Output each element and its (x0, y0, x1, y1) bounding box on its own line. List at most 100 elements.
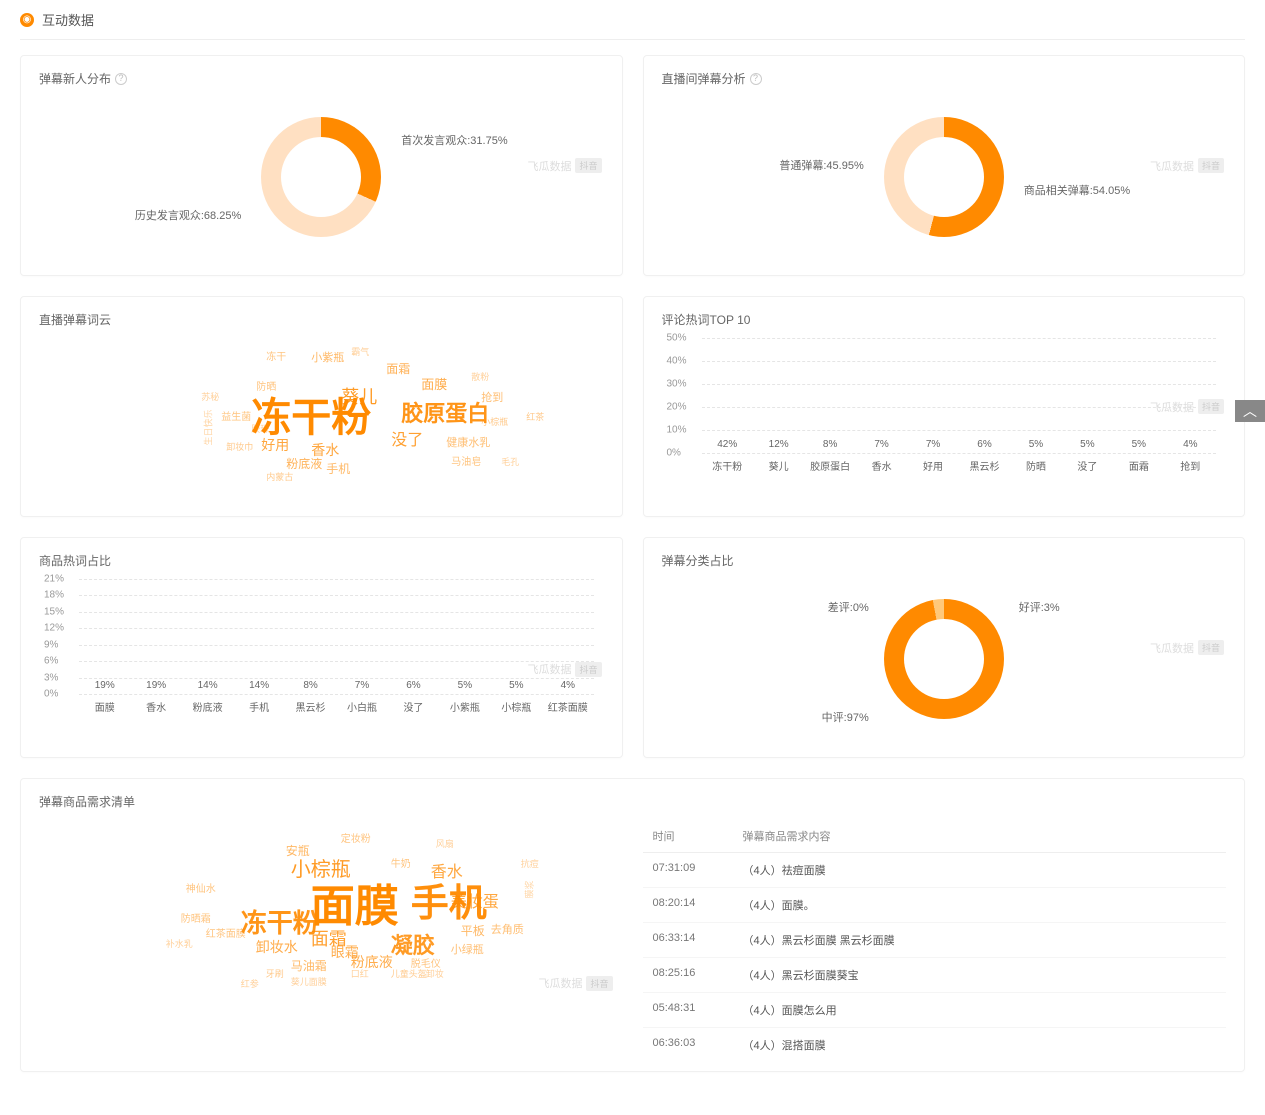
demand-table-wrap: 时间 弹幕商品需求内容 07:31:09（4人）祛痘面膜08:20:14（4人）… (643, 820, 1227, 1053)
wordcloud-word: 卸妆 (426, 970, 444, 979)
table-row: 06:33:14（4人）黑云杉面膜 黑云杉面膜 (643, 923, 1227, 958)
bar-col: 5%防晒 (1010, 439, 1061, 453)
wordcloud-word: 面霜 (386, 363, 410, 375)
card-title-text: 评论热词TOP 10 (662, 311, 751, 328)
wordcloud-word: 凝胶 (391, 935, 435, 957)
wordcloud-word: 防晒 (256, 383, 276, 393)
wordcloud-word: 香水 (311, 443, 339, 457)
bar-chart: 0%10%20%30%40%50%42%冻干粉12%葵儿8%胶原蛋白7%香水7%… (662, 338, 1227, 478)
help-icon[interactable]: ? (115, 73, 127, 85)
bar-col: 5%面霜 (1113, 439, 1164, 453)
wordcloud-word: 健康水乳 (446, 438, 490, 449)
bar-col: 4%红茶面膜 (542, 680, 593, 694)
donut-ring (261, 117, 381, 237)
card-title-text: 弹幕新人分布 (39, 70, 111, 87)
wordcloud-word: 儿童头盔 (391, 970, 427, 979)
card-ring-category: 弹幕分类占比 差评:0% 好评:3% 中评:97% 飞瓜数据 抖音 (643, 537, 1246, 758)
wordcloud-word: 风扇 (436, 840, 454, 849)
dashboard-grid: 弹幕新人分布 ? 首次发言观众:31.75% 历史发言观众:68.25% 飞瓜数… (20, 55, 1245, 1072)
wordcloud-word: 红茶 (526, 413, 544, 422)
help-icon[interactable]: ? (750, 73, 762, 85)
wordcloud-word: 生日快乐 (205, 409, 214, 445)
donut-label-right: 商品相关弹幕:54.05% (1024, 182, 1130, 198)
card-title: 评论热词TOP 10 (662, 311, 1227, 328)
wordcloud-word: 小紫瓶 (311, 353, 344, 364)
table-row: 07:31:09（4人）祛痘面膜 (643, 853, 1227, 888)
wordcloud: 面膜手机冻干粉凝胶小棕瓶面霜美妆蛋香水粉底液卸妆水眼霜马油霜安瓶平板小绿瓶去角质… (39, 820, 623, 1040)
wordcloud-word: 补水乳 (166, 940, 193, 949)
bar-col: 4%抢到 (1165, 439, 1216, 453)
wordcloud-word: 马油霜 (291, 960, 327, 972)
ring-label-tl: 差评:0% (828, 599, 869, 615)
table-body[interactable]: 07:31:09（4人）祛痘面膜08:20:14（4人）面膜。06:33:14（… (643, 853, 1227, 1053)
card-wordcloud-danmu: 直播弹幕词云 冻干粉胶原蛋白葵儿没了好用香水面膜面霜粉底液手机小紫瓶健康水乳抢到… (20, 296, 623, 517)
wordcloud-word: 葵儿面膜 (291, 978, 327, 987)
demand-split: 面膜手机冻干粉凝胶小棕瓶面霜美妆蛋香水粉底液卸妆水眼霜马油霜安瓶平板小绿瓶去角质… (39, 820, 1226, 1053)
table-row: 08:20:14（4人）面膜。 (643, 888, 1227, 923)
bar-col: 42%冻干粉 (702, 439, 753, 453)
donut-label-left: 历史发言观众:68.25% (135, 207, 241, 223)
wordcloud-word: 膜浆 (525, 880, 534, 898)
wordcloud-word: 小绿瓶 (451, 945, 484, 956)
card-title-text: 直播弹幕词云 (39, 311, 111, 328)
wordcloud-word: 散粉 (471, 373, 489, 382)
bar-col: 6%没了 (388, 680, 439, 694)
table-row: 06:36:03（4人）混搭面膜 (643, 1028, 1227, 1053)
bar-col: 5%小紫瓶 (439, 680, 490, 694)
ring (884, 599, 1004, 719)
section-icon: ◉ (20, 13, 34, 27)
card-title: 直播弹幕词云 (39, 311, 604, 328)
wordcloud-word: 内蒙古 (266, 473, 293, 482)
th-time: 时间 (653, 828, 743, 844)
wordcloud-word: 眼霜 (331, 945, 359, 959)
card-title: 弹幕新人分布 ? (39, 70, 604, 87)
wordcloud-word: 益生菌 (221, 413, 251, 423)
section-header: ◉ 互动数据 (20, 0, 1245, 40)
donut-ring (884, 117, 1004, 237)
donut-hole (281, 137, 361, 217)
wordcloud-word: 胶珠 (251, 425, 269, 434)
card-title: 弹幕商品需求清单 (39, 793, 1226, 810)
wordcloud-word: 马油皂 (451, 458, 481, 468)
card-title-text: 弹幕商品需求清单 (39, 793, 135, 810)
table-row: 08:25:16（4人）黑云杉面膜葵宝 (643, 958, 1227, 993)
bar-col: 6%黑云杉 (959, 439, 1010, 453)
bar-col: 8%胶原蛋白 (804, 439, 855, 453)
th-content: 弹幕商品需求内容 (743, 828, 831, 844)
bar-col: 7%香水 (856, 439, 907, 453)
wordcloud-word: 面膜 (311, 885, 399, 929)
wordcloud-word: 香水 (431, 865, 463, 881)
wordcloud-word: 神仙水 (186, 885, 216, 895)
wordcloud-word: 去角质 (491, 925, 524, 936)
donut-hole (904, 137, 984, 217)
wordcloud-word: 手机 (326, 463, 350, 475)
bar-col: 7%小白瓶 (336, 680, 387, 694)
wordcloud-word: 抢到 (481, 393, 503, 404)
ring-label-bl: 中评:97% (822, 709, 869, 725)
wordcloud-word: 葵儿 (341, 388, 377, 406)
ring-hole (904, 619, 984, 699)
wordcloud-word: 口红 (351, 970, 369, 979)
bar-col: 14%粉底液 (182, 680, 233, 694)
scroll-top-button[interactable]: ︿ (1235, 400, 1265, 422)
bar-col: 12%葵儿 (753, 439, 804, 453)
bar-col: 19%面膜 (79, 680, 130, 694)
table-row: 05:48:31（4人）面膜怎么用 (643, 993, 1227, 1028)
table-header: 时间 弹幕商品需求内容 (643, 820, 1227, 853)
wordcloud-word: 卸妆巾 (226, 443, 253, 452)
wordcloud-word: 冻干 (266, 353, 286, 363)
card-title-text: 商品热词占比 (39, 552, 111, 569)
bar-chart: 0%3%6%9%12%15%18%21%19%面膜19%香水14%粉底液14%手… (39, 579, 604, 719)
ring-label-tr: 好评:3% (1019, 599, 1060, 615)
wordcloud-word: 红茶面膜 (206, 930, 246, 940)
wordcloud-canvas: 冻干粉胶原蛋白葵儿没了好用香水面膜面霜粉底液手机小紫瓶健康水乳抢到防晒益生菌冻干… (111, 343, 531, 493)
wordcloud-word: 小棕瓶 (481, 418, 508, 427)
ring-chart: 差评:0% 好评:3% 中评:97% (662, 579, 1227, 739)
demand-wordcloud-wrap: 面膜手机冻干粉凝胶小棕瓶面霜美妆蛋香水粉底液卸妆水眼霜马油霜安瓶平板小绿瓶去角质… (39, 820, 623, 1053)
card-title: 直播间弹幕分析 ? (662, 70, 1227, 87)
wordcloud-word: 好用 (261, 438, 289, 452)
wordcloud-word: 红参 (241, 980, 259, 989)
wordcloud-word: 抗痘 (521, 860, 539, 869)
bar-col: 8%黑云杉 (285, 680, 336, 694)
wordcloud-word: 霸气 (351, 348, 369, 357)
